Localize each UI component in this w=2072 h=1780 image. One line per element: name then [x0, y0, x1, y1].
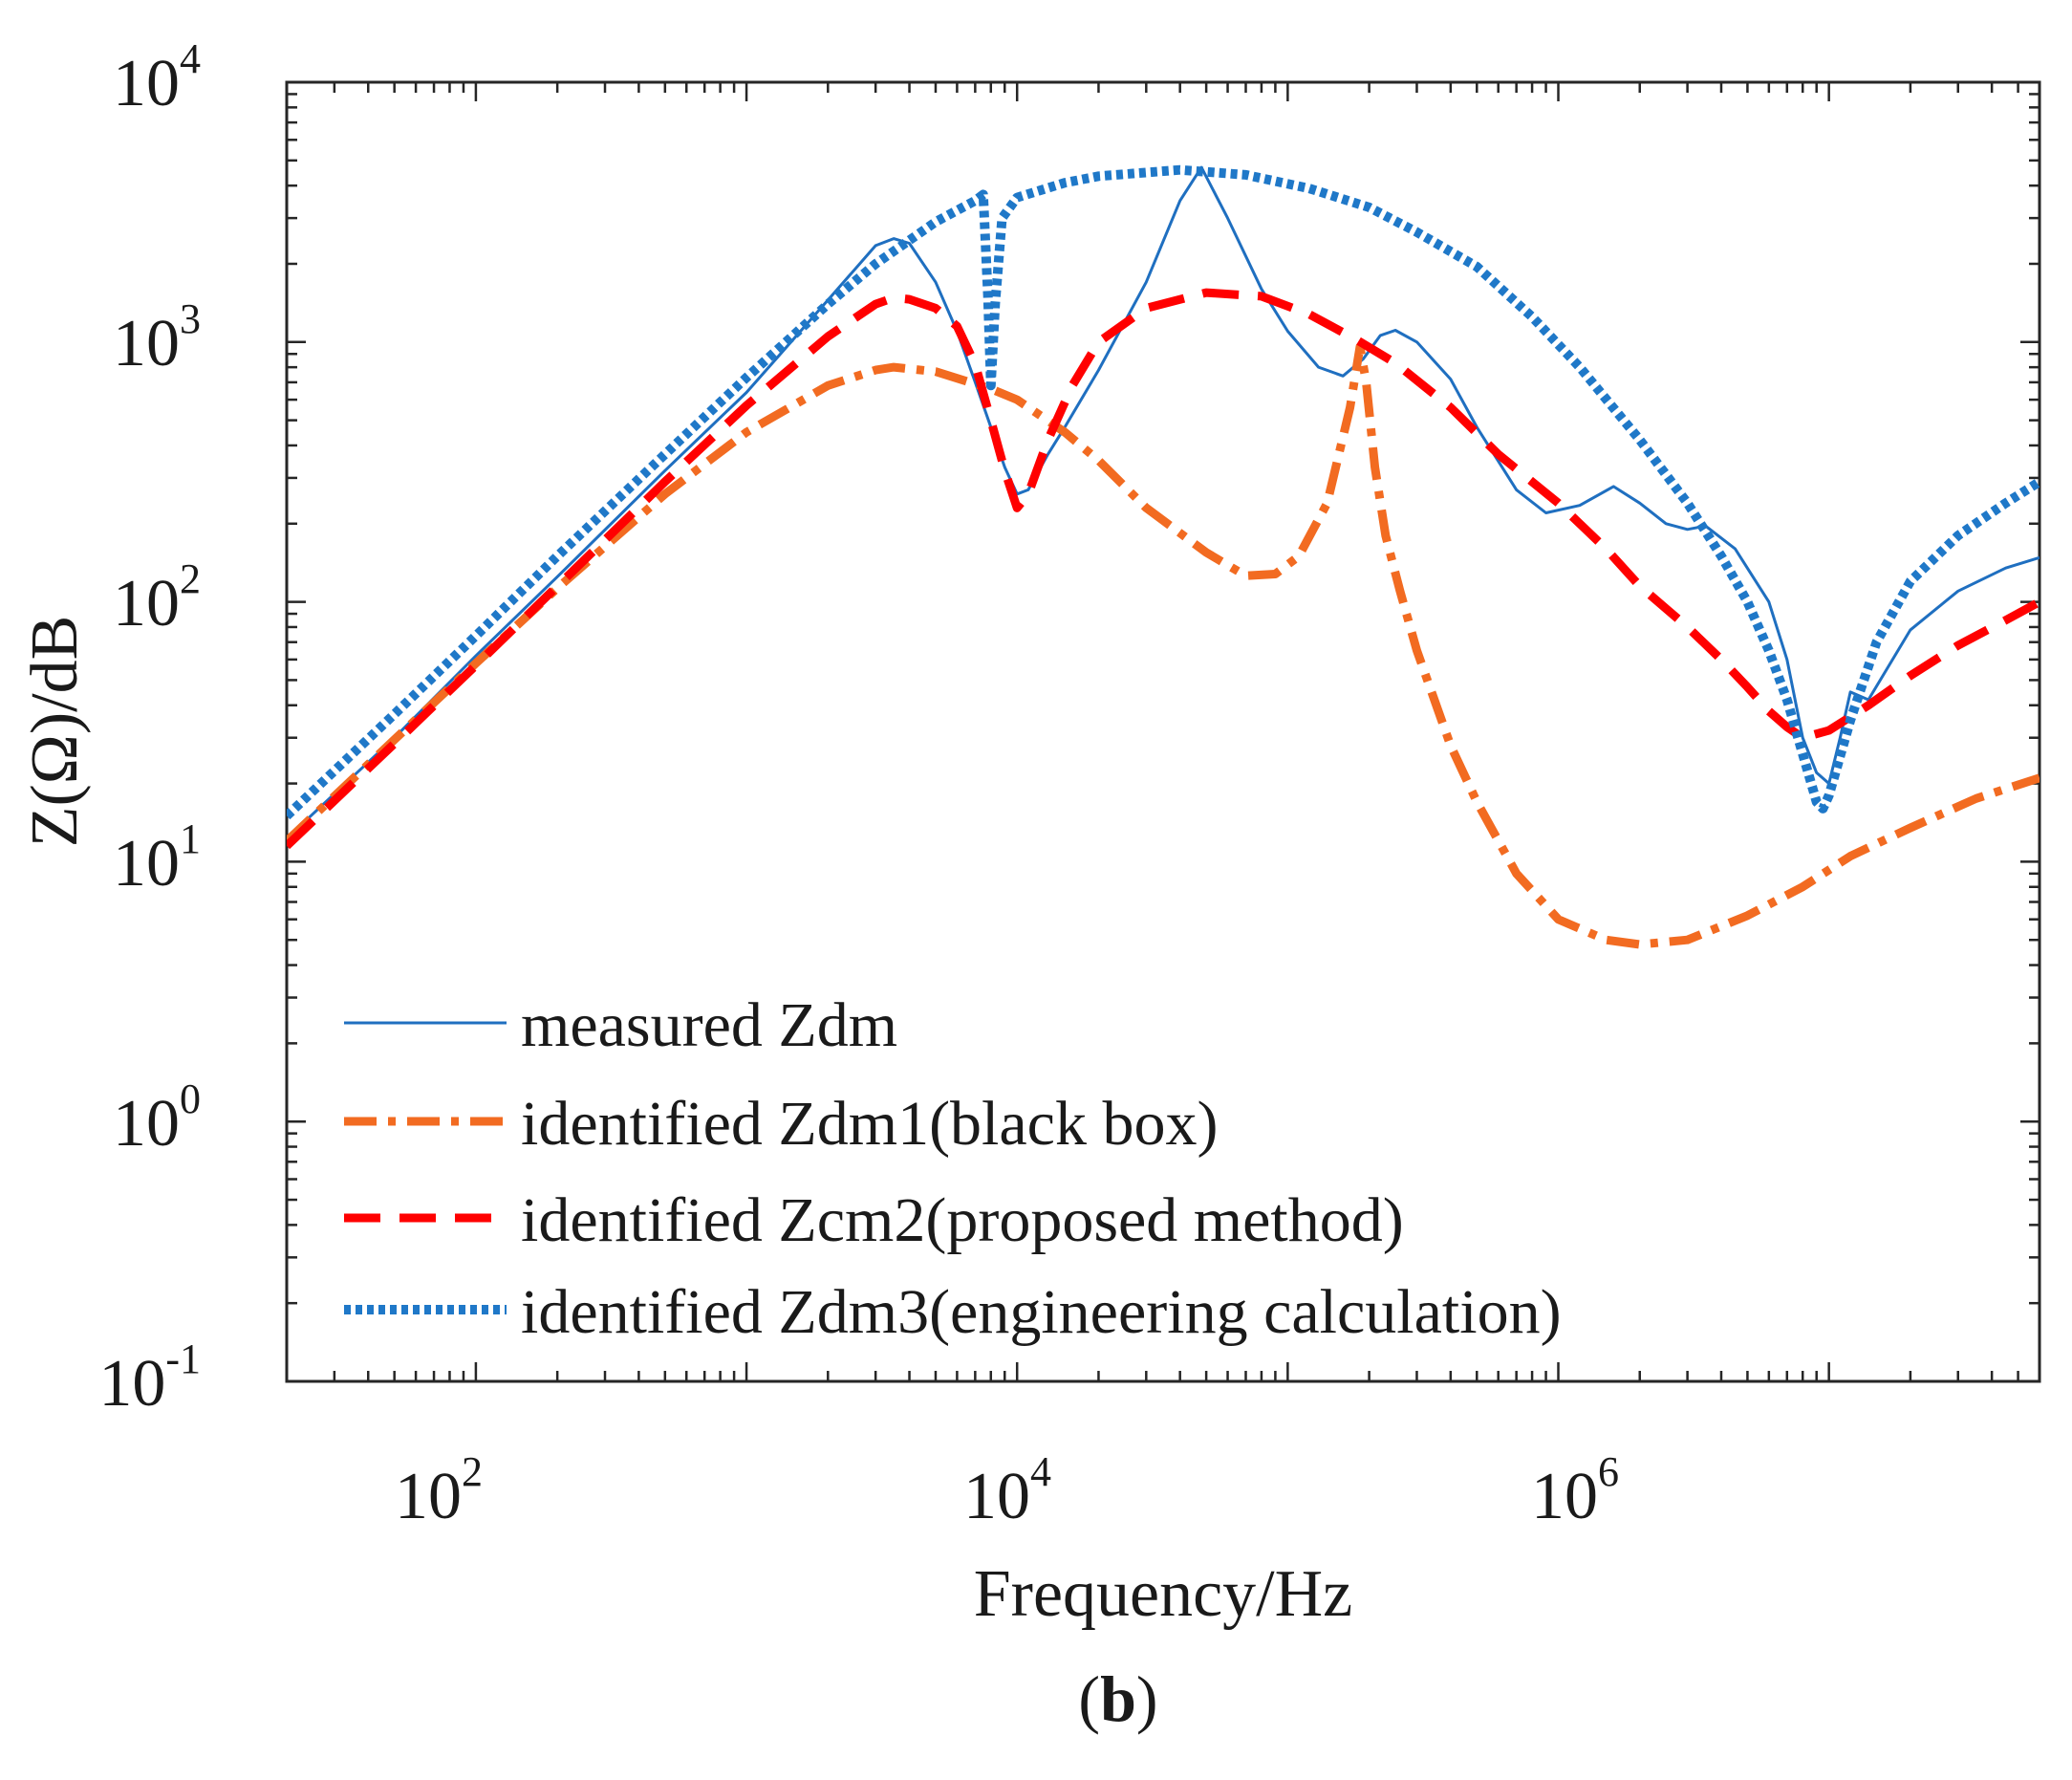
y-tick-label: 103: [113, 295, 201, 380]
y-tick-label: 101: [113, 815, 201, 901]
series-line-identified-zdm3: [287, 164, 2040, 820]
plot-area-frame: [285, 80, 2041, 1383]
y-tick-label: 10-1: [98, 1335, 201, 1421]
y-tick-labels: 10-1 100 101 102 103 104: [98, 35, 201, 1421]
figure-caption: (b): [1078, 1662, 1157, 1735]
legend-label-identified-zdm1: identified Zdm1(black box): [521, 1089, 1218, 1159]
y-tick-label: 102: [113, 555, 201, 640]
axis-ticks: [285, 80, 2041, 1383]
legend-label-identified-zdm3: identified Zdm3(engineering calculation): [521, 1277, 1562, 1347]
legend: measured Zdm identified Zdm1(black box) …: [344, 990, 1562, 1347]
x-axis-title: Frequency/Hz: [974, 1557, 1353, 1631]
y-tick-label: 100: [113, 1075, 201, 1161]
series-layer: [287, 164, 2040, 949]
x-tick-label: 106: [1531, 1448, 1619, 1533]
y-axis-title: Z(Ω)/dB: [18, 616, 92, 848]
x-tick-label: 104: [963, 1448, 1051, 1533]
x-tick-label: 102: [395, 1448, 483, 1533]
series-line-identified-zcm2: [287, 288, 2040, 850]
series-line-measured-zdm: [287, 165, 2040, 840]
legend-label-measured-zdm: measured Zdm: [521, 990, 897, 1060]
y-tick-label: 104: [113, 35, 201, 120]
legend-label-identified-zcm2: identified Zcm2(proposed method): [521, 1185, 1404, 1255]
series-line-identified-zdm1: [287, 342, 2040, 949]
x-tick-labels: 102 104 106: [395, 1448, 1619, 1533]
